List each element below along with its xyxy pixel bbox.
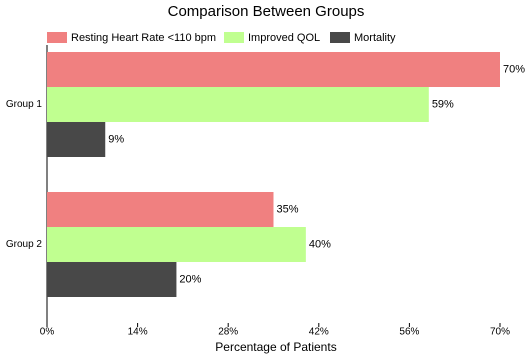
legend-label: Improved QOL [248,32,320,44]
x-tick-label: 28% [218,327,238,338]
x-tick-label: 56% [399,327,419,338]
x-tick-label: 70% [490,327,510,338]
legend-label: Resting Heart Rate <110 bpm [71,32,216,44]
value-label: 70% [503,63,525,75]
y-tick-label: Group 2 [6,239,43,250]
legend-swatch [330,32,350,43]
x-tick-label: 42% [309,327,329,338]
bar [47,122,106,157]
bar [47,52,500,87]
value-label: 35% [277,203,299,215]
bar [47,227,306,262]
legend-swatch [224,32,244,43]
y-tick-label: Group 1 [6,99,43,110]
value-label: 9% [108,133,124,145]
chart-title: Comparison Between Groups [168,3,365,20]
x-axis-title: Percentage of Patients [215,340,336,354]
value-label: 59% [432,98,454,110]
x-tick-label: 14% [128,327,148,338]
legend-label: Mortality [354,32,396,44]
legend-swatch [47,32,67,43]
bar [47,87,429,122]
x-tick-label: 0% [40,327,55,338]
value-label: 40% [309,238,331,250]
bar [47,262,177,297]
bar [47,192,274,227]
value-label: 20% [179,273,201,285]
